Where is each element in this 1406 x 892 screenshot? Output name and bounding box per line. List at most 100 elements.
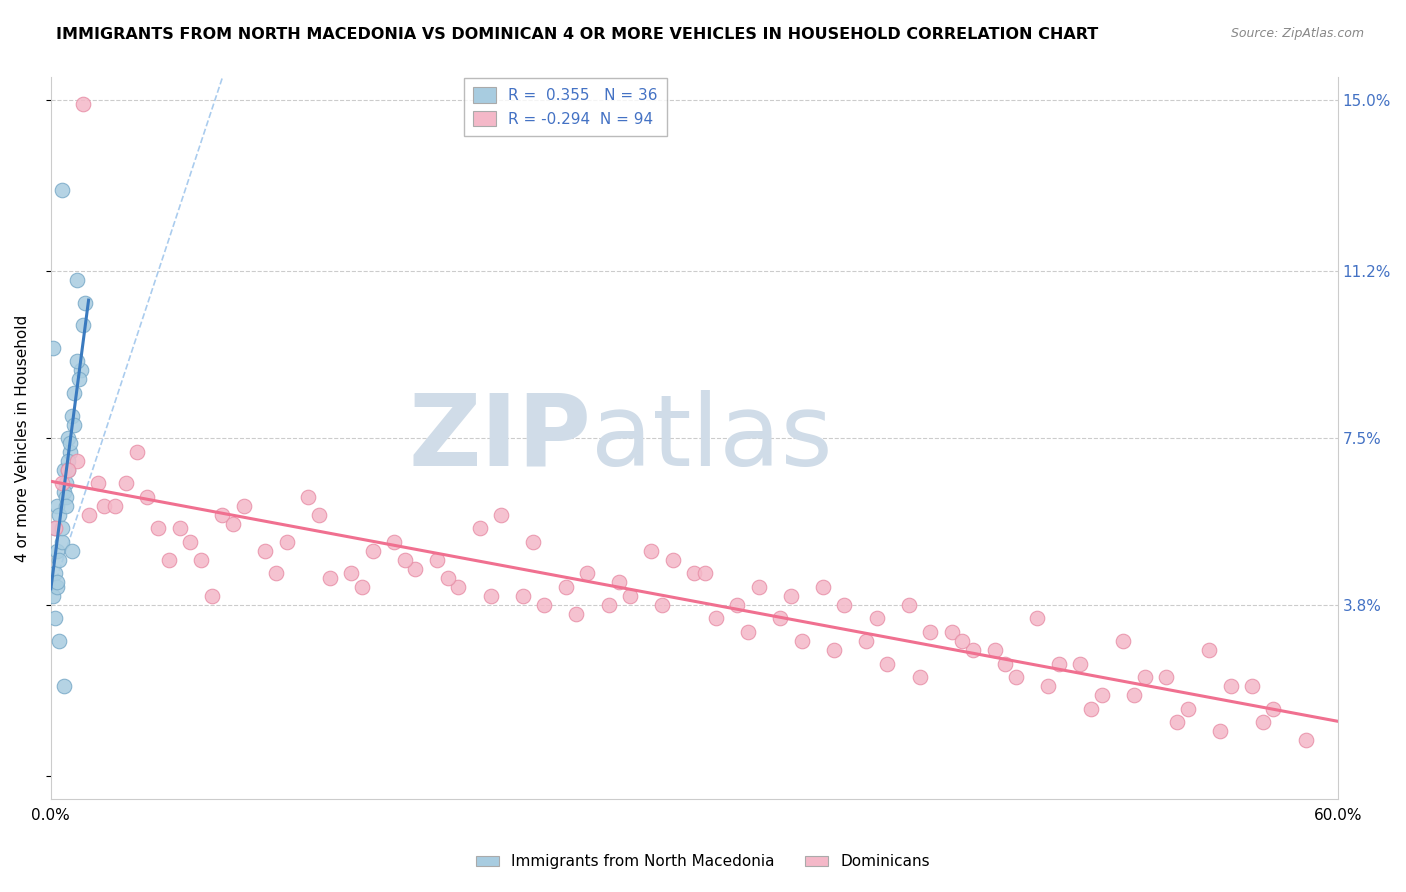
Point: [855, 634, 877, 648]
Point: [232, 499, 254, 513]
Point: [704, 611, 727, 625]
Point: [222, 516, 245, 531]
Point: [823, 643, 845, 657]
Point: [87, 476, 110, 491]
Point: [479, 589, 502, 603]
Point: [70, 363, 93, 377]
Point: [394, 553, 416, 567]
Point: [350, 580, 373, 594]
Point: [65, 354, 87, 368]
Point: [1133, 670, 1156, 684]
Point: [834, 598, 856, 612]
Point: [554, 580, 576, 594]
Point: [941, 624, 963, 639]
Point: [725, 598, 748, 612]
Point: [769, 611, 792, 625]
Point: [42, 589, 65, 603]
Point: [72, 97, 94, 112]
Point: [46, 499, 69, 513]
Point: [104, 499, 127, 513]
Point: [522, 534, 544, 549]
Point: [1219, 679, 1241, 693]
Point: [920, 624, 942, 639]
Point: [55, 490, 77, 504]
Point: [59, 435, 82, 450]
Point: [211, 508, 233, 522]
Point: [60, 543, 83, 558]
Point: [46, 575, 69, 590]
Point: [640, 543, 662, 558]
Point: [56, 463, 79, 477]
Point: [48, 508, 70, 522]
Point: [72, 318, 94, 333]
Point: [361, 543, 384, 558]
Point: [52, 485, 75, 500]
Point: [565, 607, 588, 621]
Point: [115, 476, 138, 491]
Point: [179, 534, 201, 549]
Point: [44, 521, 66, 535]
Point: [779, 589, 801, 603]
Point: [382, 534, 405, 549]
Point: [876, 657, 898, 671]
Point: [254, 543, 277, 558]
Point: [52, 679, 75, 693]
Point: [44, 521, 66, 535]
Point: [1198, 643, 1220, 657]
Point: [1295, 733, 1317, 747]
Point: [63, 386, 86, 401]
Point: [79, 508, 101, 522]
Point: [1123, 688, 1146, 702]
Point: [51, 521, 73, 535]
Point: [811, 580, 834, 594]
Point: [1038, 679, 1060, 693]
Point: [51, 183, 73, 197]
Point: [190, 553, 212, 567]
Point: [533, 598, 555, 612]
Point: [60, 409, 83, 423]
Point: [662, 553, 685, 567]
Point: [897, 598, 920, 612]
Point: [1080, 701, 1102, 715]
Point: [1091, 688, 1114, 702]
Point: [962, 643, 984, 657]
Point: [491, 508, 513, 522]
Point: [1240, 679, 1263, 693]
Point: [75, 296, 97, 310]
Point: [340, 566, 363, 581]
Point: [865, 611, 887, 625]
Point: [404, 562, 426, 576]
Point: [63, 417, 86, 432]
Point: [693, 566, 716, 581]
Point: [136, 490, 159, 504]
Point: [607, 575, 630, 590]
Point: [683, 566, 706, 581]
Point: [59, 444, 82, 458]
Point: [1263, 701, 1285, 715]
Text: ZIP: ZIP: [409, 390, 592, 487]
Point: [598, 598, 620, 612]
Point: [276, 534, 298, 549]
Point: [1209, 724, 1232, 739]
Point: [436, 571, 458, 585]
Point: [46, 580, 69, 594]
Point: [447, 580, 470, 594]
Point: [318, 571, 340, 585]
Point: [157, 553, 180, 567]
Point: [125, 444, 148, 458]
Point: [748, 580, 770, 594]
Point: [201, 589, 224, 603]
Legend: Immigrants from North Macedonia, Dominicans: Immigrants from North Macedonia, Dominic…: [470, 848, 936, 875]
Point: [619, 589, 641, 603]
Point: [1026, 611, 1049, 625]
Point: [67, 372, 90, 386]
Point: [48, 634, 70, 648]
Point: [169, 521, 191, 535]
Point: [790, 634, 813, 648]
Point: [737, 624, 759, 639]
Point: [1069, 657, 1091, 671]
Point: [44, 566, 66, 581]
Point: [56, 431, 79, 445]
Point: [297, 490, 319, 504]
Point: [46, 543, 69, 558]
